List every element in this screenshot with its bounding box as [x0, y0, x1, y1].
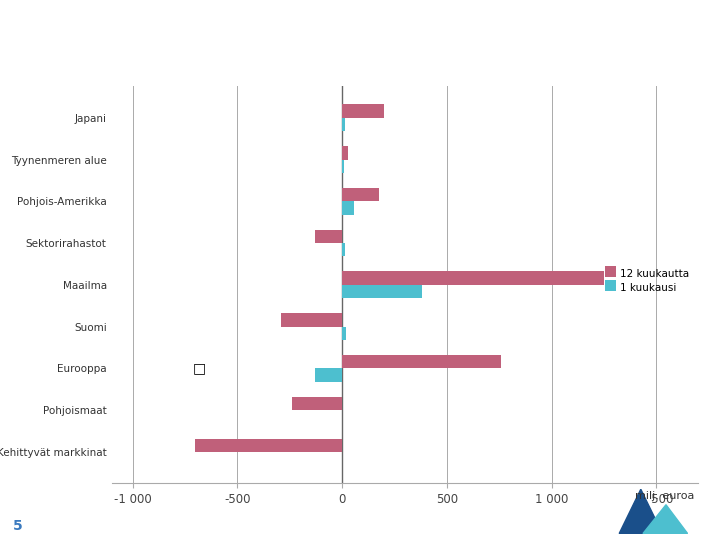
Bar [315, 368, 342, 382]
Bar [16, 55, 55, 64]
Bar [342, 159, 344, 173]
Bar [292, 397, 342, 410]
Bar [342, 355, 501, 368]
Bar [342, 243, 346, 256]
Bar [195, 438, 342, 452]
Legend: 12 kuukautta, 1 kuukausi: 12 kuukautta, 1 kuukausi [601, 265, 693, 297]
Text: NETTOMERKINNÄT RAHASTOLUOKITTAIN: NETTOMERKINNÄT RAHASTOLUOKITTAIN [16, 25, 491, 45]
Text: 5: 5 [13, 519, 23, 534]
Bar [342, 104, 384, 118]
Bar [342, 146, 348, 159]
Text: □: □ [193, 361, 206, 375]
Bar [342, 272, 604, 285]
Text: milj. euroa: milj. euroa [636, 490, 695, 501]
Bar [342, 118, 346, 131]
Polygon shape [619, 489, 662, 534]
Bar [315, 230, 342, 243]
Bar [342, 285, 422, 298]
Bar [342, 188, 379, 201]
Bar [282, 313, 342, 327]
Bar [342, 201, 354, 215]
Polygon shape [643, 505, 688, 534]
Bar [342, 327, 346, 340]
